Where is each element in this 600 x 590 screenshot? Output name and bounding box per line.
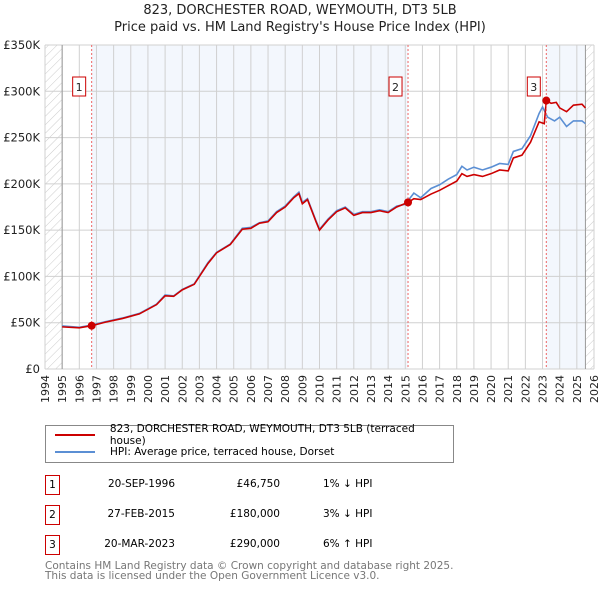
legend-label-hpi: HPI: Average price, terraced house, Dors… [110,446,335,458]
x-tick-label: 2016 [416,375,429,403]
x-tick-label: 2005 [228,375,241,403]
legend-label-property: 823, DORCHESTER ROAD, WEYMOUTH, DT3 5LB … [109,423,415,447]
legend-swatch-hpi [55,451,95,453]
sale-label: 3 [530,81,537,94]
x-tick-label: 2007 [262,375,275,403]
sale-date: 20-MAR-2023 [104,538,175,550]
sale-number: 3 [45,535,60,555]
sale-point [87,321,96,330]
y-tick-label: £250K [3,131,40,145]
x-tick-label: 1996 [73,375,86,403]
y-tick-label: £300K [3,84,40,98]
x-tick-label: 1997 [90,375,103,403]
sale-price: £180,000 [229,508,280,520]
x-tick-label: 1994 [39,375,52,403]
sale-date: 20-SEP-1996 [107,478,175,490]
sale-label: 2 [392,81,399,94]
sale-label-box [72,76,87,97]
legend-swatch-property [55,434,95,436]
x-tick-label: 1998 [108,375,121,403]
sale-hpi-diff: 6% ↑ HPI [323,538,373,550]
x-tick-label: 2001 [159,375,172,403]
sale-row: 3 20-MAR-2023 £290,000 6% ↑ HPI [45,535,495,555]
sale-row: 2 27-FEB-2015 £180,000 3% ↓ HPI [45,505,495,525]
x-tick-label: 2014 [382,375,395,403]
sale-price: £290,000 [229,538,280,550]
footer-line: Contains HM Land Registry data © Crown c… [45,560,454,572]
sale-number: 2 [45,505,60,525]
footer: Contains HM Land Registry data © Crown c… [45,560,454,582]
x-tick-label: 2025 [571,375,584,403]
hatched-no-data [45,45,63,369]
sale-price: £46,750 [236,478,280,490]
sale-label: 1 [76,81,83,94]
x-tick-label: 2015 [399,375,412,403]
sale-number: 1 [45,475,60,495]
x-tick-label: 2026 [588,375,600,403]
legend: 823, DORCHESTER ROAD, WEYMOUTH, DT3 5LB … [45,423,454,463]
sale-date: 27-FEB-2015 [107,508,175,520]
x-tick-label: 2021 [502,375,515,403]
chart-title: 823, DORCHESTER ROAD, WEYMOUTH, DT3 5LB [143,3,457,18]
x-tick-label: 2020 [485,375,498,403]
x-tick-label: 2013 [365,375,378,403]
x-tick-label: 2009 [296,375,309,403]
sale-point [542,96,551,105]
footer-line: This data is licensed under the Open Gov… [45,570,380,582]
sale-hpi-diff: 3% ↓ HPI [323,508,373,520]
x-tick-label: 2023 [537,375,550,403]
y-tick-label: £100K [3,269,40,283]
y-tick-label: £0 [25,362,40,376]
hatched-no-data [585,45,594,369]
x-tick-label: 2024 [554,375,567,403]
shaded-period [91,45,409,369]
sale-hpi-diff: 1% ↓ HPI [323,478,373,490]
x-tick-label: 1999 [125,375,138,403]
chart-subtitle: Price paid vs. HM Land Registry's House … [114,20,486,35]
sale-point [404,198,413,207]
x-tick-label: 2017 [434,375,447,403]
x-tick-label: 2002 [176,375,189,403]
x-tick-label: 2003 [193,375,206,403]
x-tick-label: 2018 [451,375,464,403]
x-tick-label: 2019 [468,375,481,403]
y-tick-label: £350K [3,38,40,52]
x-tick-label: 2008 [279,375,292,403]
x-tick-label: 2022 [519,375,532,403]
x-tick-label: 2000 [142,375,155,403]
sale-label-box [526,76,541,97]
y-tick-label: £50K [11,316,41,330]
x-tick-label: 2012 [348,375,361,403]
property-price-line [62,99,587,329]
sale-row: 1 20-SEP-1996 £46,750 1% ↓ HPI [45,475,495,495]
x-tick-label: 2004 [211,375,224,403]
x-tick-label: 2010 [314,375,327,403]
shaded-period [546,45,586,369]
y-tick-label: £200K [3,177,40,191]
plot-area: 1994 1995 1996 1997 1998 1999 2000 2001 2002 2003… [3,38,600,403]
x-tick-label: 2011 [331,375,344,403]
x-tick-label: 1995 [56,375,69,403]
y-tick-label: £150K [3,223,40,237]
x-tick-label: 2006 [245,375,258,403]
sale-label-box [388,76,403,97]
